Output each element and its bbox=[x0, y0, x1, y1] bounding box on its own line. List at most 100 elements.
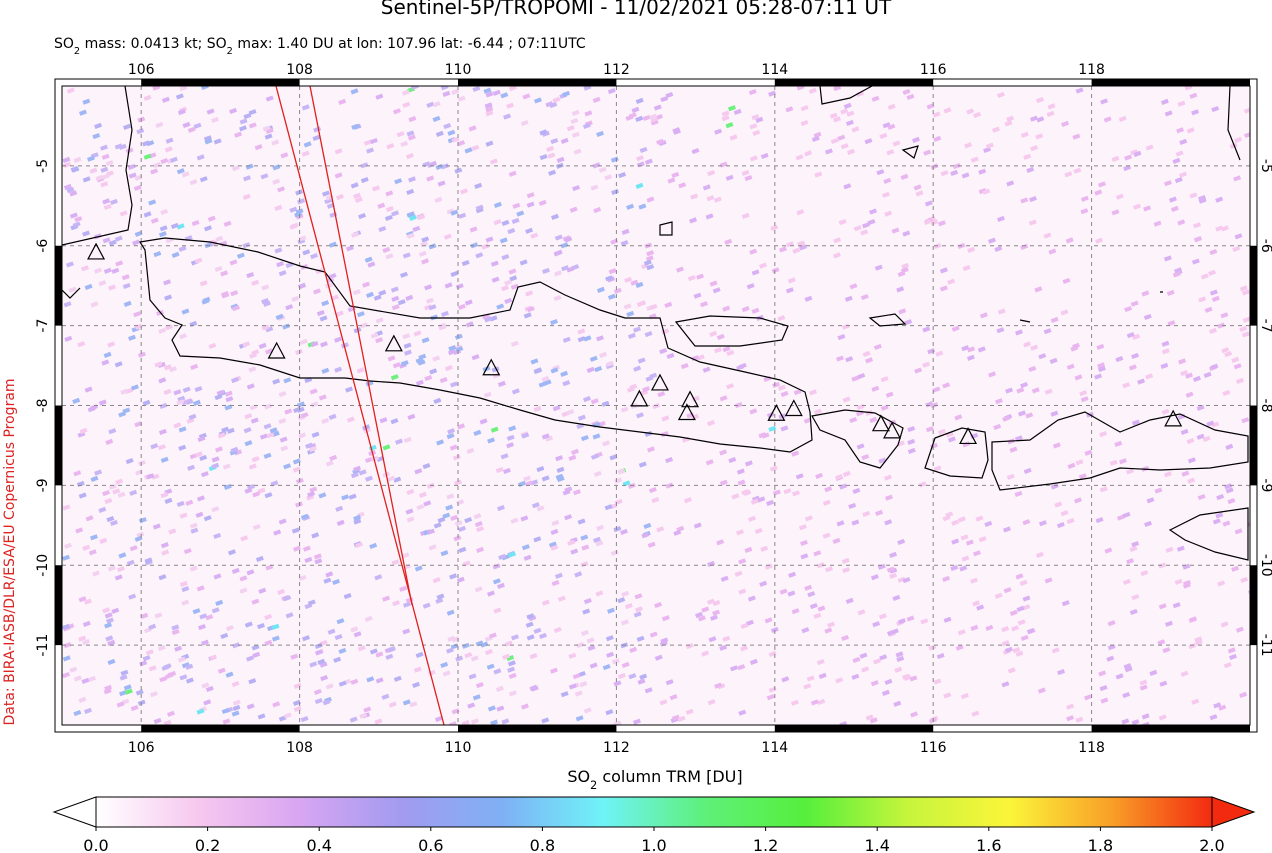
so2-pixel bbox=[1122, 692, 1131, 699]
so2-pixel bbox=[1200, 273, 1209, 280]
so2-pixel bbox=[400, 360, 409, 367]
so2-pixel bbox=[714, 347, 722, 354]
so2-pixel bbox=[1165, 546, 1174, 553]
so2-pixel bbox=[62, 504, 71, 511]
so2-pixel bbox=[572, 185, 581, 192]
so2-pixel bbox=[457, 95, 466, 102]
so2-pixel bbox=[528, 615, 537, 622]
so2-pixel bbox=[492, 89, 501, 96]
colorbar-tick-label: 0.8 bbox=[530, 836, 555, 853]
so2-pixel bbox=[436, 439, 445, 446]
so2-pixel bbox=[363, 706, 372, 713]
so2-pixel bbox=[878, 457, 887, 464]
so2-pixel bbox=[693, 522, 702, 529]
so2-pixel bbox=[415, 379, 424, 386]
so2-pixel bbox=[587, 644, 596, 652]
so2-pixel bbox=[221, 292, 230, 299]
so2-pixel bbox=[1080, 396, 1089, 403]
so2-pixel bbox=[328, 241, 337, 248]
so2-pixel bbox=[455, 346, 464, 353]
so2-pixel bbox=[248, 109, 257, 116]
so2-pixel bbox=[282, 323, 291, 330]
so2-pixel bbox=[122, 282, 131, 290]
so2-pixel bbox=[242, 242, 251, 249]
so2-pixel bbox=[539, 129, 548, 136]
so2-pixel bbox=[884, 210, 893, 217]
so2-pixel bbox=[375, 337, 384, 344]
so2-pixel bbox=[213, 532, 222, 540]
so2-pixel bbox=[519, 259, 528, 266]
so2-pixel bbox=[1159, 680, 1168, 687]
so2-pixel bbox=[590, 184, 599, 191]
so2-pixel bbox=[1051, 647, 1060, 654]
volcano bbox=[784, 399, 803, 417]
so2-pixel bbox=[647, 541, 656, 548]
colorbar: 0.0 0.2 0.4 0.6 0.8 1.0 1.2 1.4 1.6 1.8 2.0 bbox=[52, 796, 1256, 853]
so2-pixel bbox=[909, 675, 918, 682]
so2-pixel bbox=[596, 130, 605, 138]
so2-pixel bbox=[153, 162, 162, 169]
so2-pixel bbox=[1144, 520, 1153, 528]
so2-pixel bbox=[316, 310, 325, 317]
so2-pixel bbox=[354, 196, 363, 203]
so2-pixel bbox=[423, 500, 432, 507]
so2-pixel bbox=[620, 619, 629, 626]
so2-pixel bbox=[1118, 115, 1127, 123]
so2-pixel bbox=[592, 96, 601, 103]
so2-pixel bbox=[373, 294, 382, 301]
so2-pixel bbox=[1213, 702, 1222, 709]
coastline-madura bbox=[674, 315, 789, 347]
so2-pixel bbox=[443, 123, 452, 130]
so2-pixel bbox=[556, 476, 565, 483]
so2-pixel bbox=[447, 635, 456, 642]
so2-pixel bbox=[635, 606, 643, 613]
so2-pixel bbox=[142, 655, 151, 662]
so2-pixel bbox=[493, 668, 502, 675]
so2-pixel bbox=[215, 235, 224, 242]
so2-pixel bbox=[1099, 685, 1108, 692]
so2-pixel bbox=[829, 112, 838, 119]
so2-pixel bbox=[64, 335, 73, 342]
so2-pixel bbox=[232, 704, 241, 712]
so2-pixel bbox=[825, 566, 833, 573]
so2-pixel bbox=[452, 454, 461, 461]
so2-pixel bbox=[722, 635, 731, 642]
so2-pixel bbox=[862, 510, 871, 518]
so2-pixel bbox=[605, 635, 614, 642]
so2-pixel bbox=[1062, 277, 1071, 285]
so2-pixel bbox=[1143, 205, 1152, 212]
so2-pixel bbox=[1162, 647, 1171, 654]
so2-pixel bbox=[406, 232, 415, 239]
so2-pixel bbox=[293, 682, 302, 689]
so2-pixel bbox=[636, 635, 645, 642]
so2-pixel bbox=[638, 203, 647, 210]
so2-pixel bbox=[300, 412, 309, 419]
so2-pixel bbox=[158, 231, 167, 238]
volcano bbox=[267, 341, 286, 359]
so2-pixel bbox=[100, 181, 109, 188]
so2-pixel bbox=[364, 256, 373, 263]
so2-pixel bbox=[1022, 604, 1031, 611]
so2-pixel bbox=[185, 663, 194, 670]
so2-pixel bbox=[1074, 374, 1083, 381]
so2-pixel bbox=[736, 468, 745, 475]
so2-pixel bbox=[336, 194, 344, 201]
so2-pixel bbox=[656, 138, 665, 145]
so2-pixel bbox=[199, 176, 208, 183]
so2-pixel bbox=[536, 505, 545, 512]
so2-pixel bbox=[554, 270, 562, 277]
so2-pixel bbox=[207, 215, 216, 222]
so2-pixel bbox=[620, 406, 629, 413]
so2-pixel bbox=[321, 300, 330, 307]
so2-pixel bbox=[114, 143, 123, 150]
so2-pixel bbox=[1015, 329, 1023, 336]
so2-pixel bbox=[360, 177, 369, 184]
so2-pixel bbox=[624, 276, 633, 283]
so2-pixel bbox=[947, 278, 956, 285]
so2-pixel bbox=[170, 222, 179, 230]
colorbar-over bbox=[1211, 796, 1256, 828]
so2-pixel bbox=[480, 641, 489, 648]
so2-pixel bbox=[175, 93, 184, 100]
so2-pixel bbox=[94, 122, 103, 129]
so2-pixel bbox=[836, 355, 844, 362]
